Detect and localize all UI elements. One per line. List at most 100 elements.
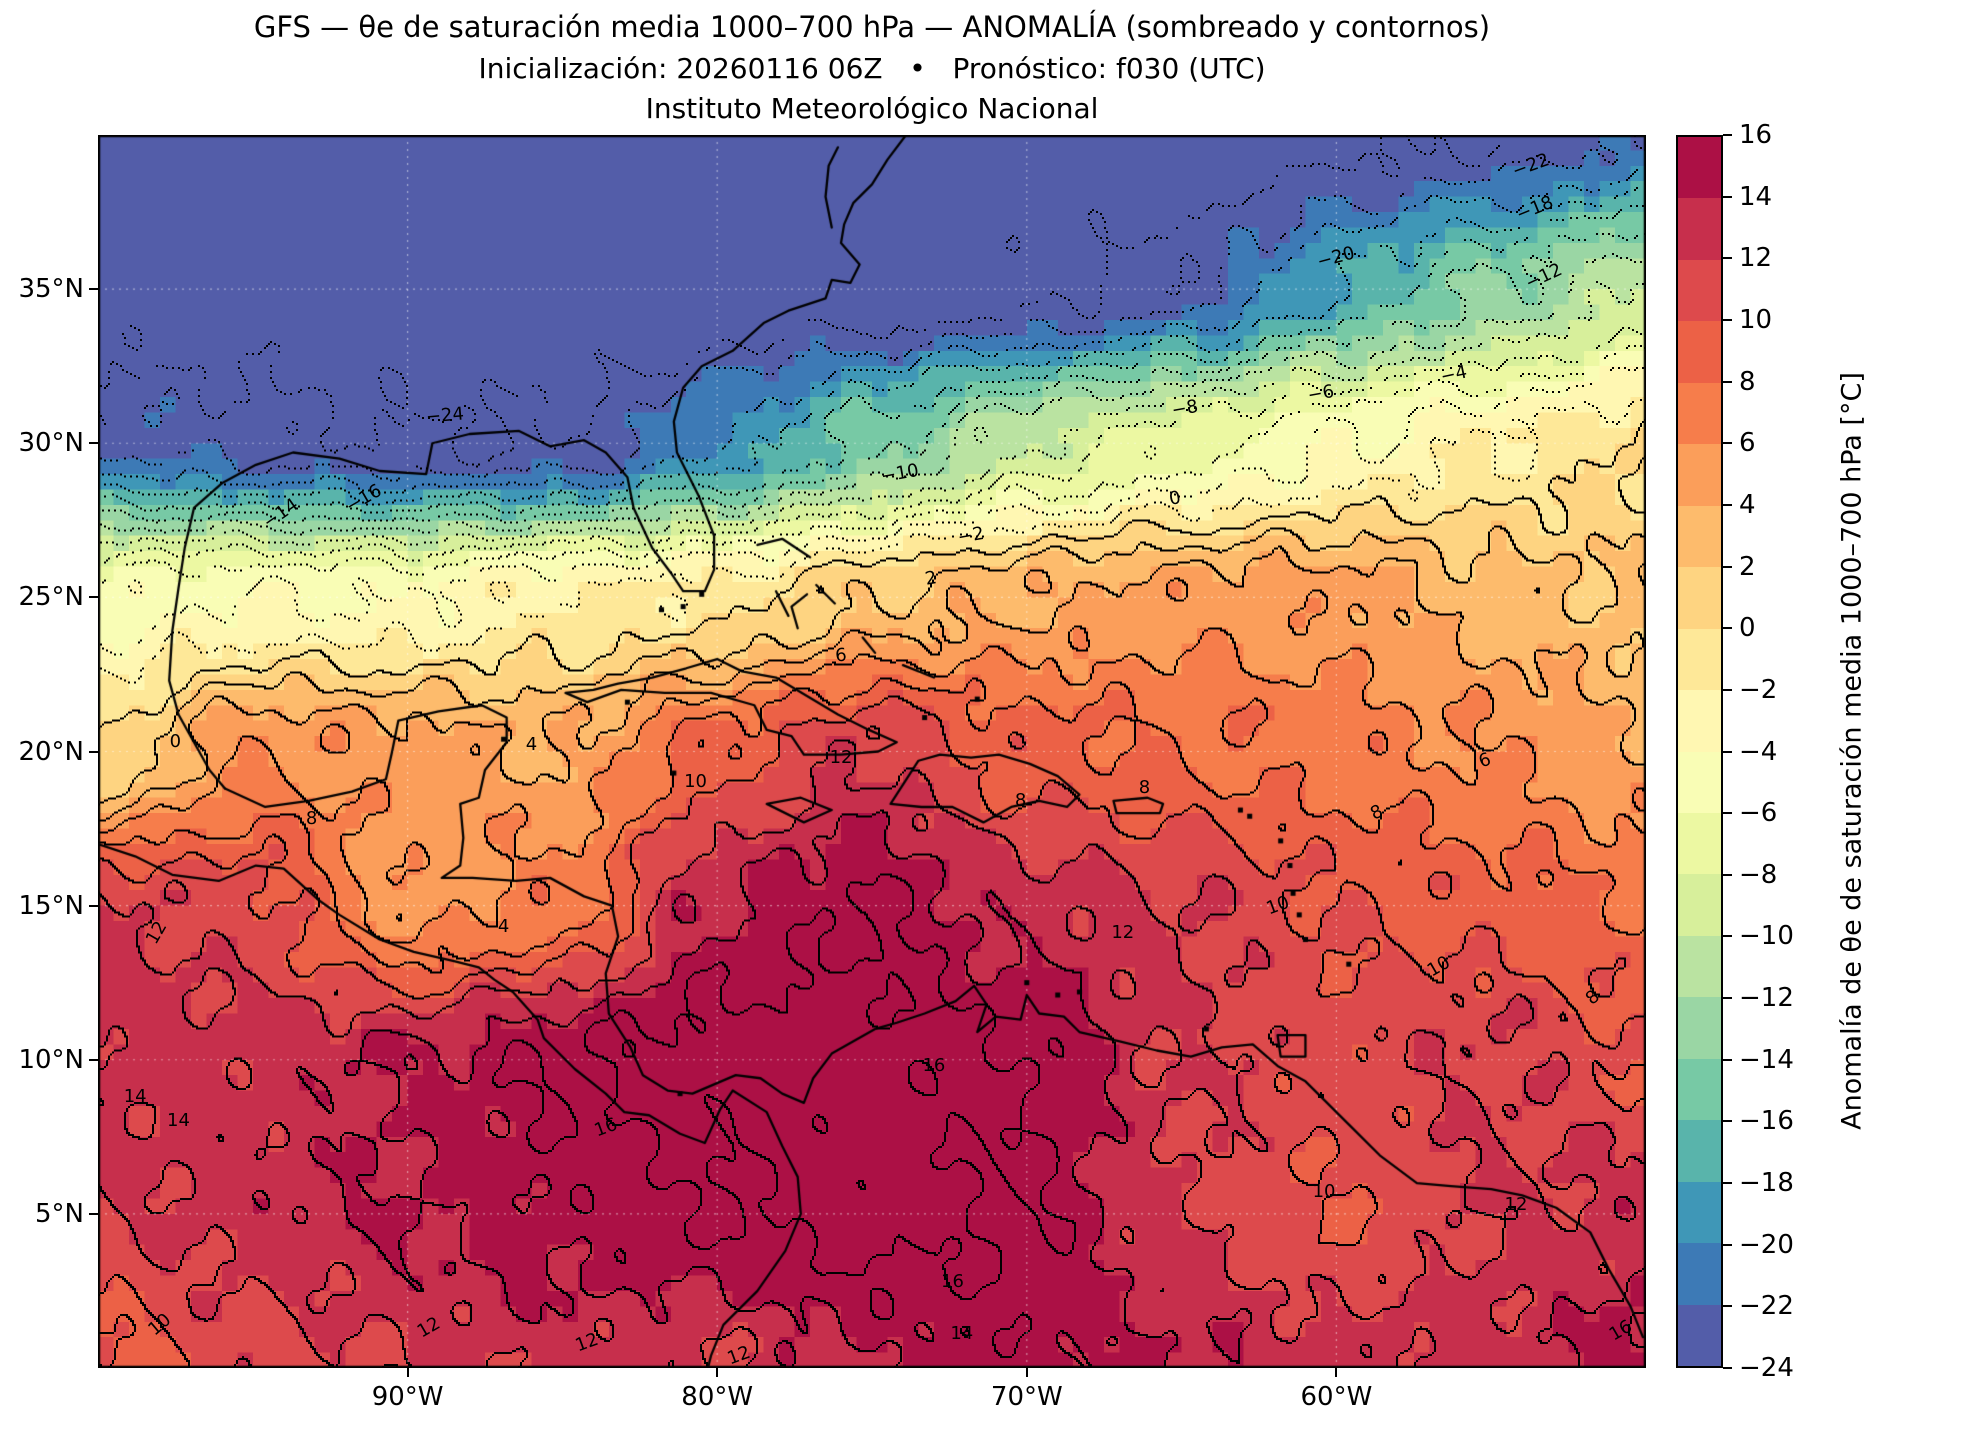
y-axis-tick-label: 35°N <box>18 274 84 305</box>
colorbar-segment <box>1678 259 1721 322</box>
colorbar-segment <box>1678 321 1721 383</box>
colorbar-segment <box>1678 444 1721 506</box>
colorbar-tick-label: −12 <box>1739 983 1794 1014</box>
y-axis-tick-mark <box>89 1212 98 1215</box>
colorbar-tick-label: 2 <box>1739 551 1756 582</box>
colorbar-tick-mark <box>1723 134 1732 136</box>
colorbar-segment <box>1678 812 1721 875</box>
contour-label: −8 <box>1169 396 1200 422</box>
map-plot: −22 −18 −20 −12 −4 −6 −8 −10 −24 −16 −14 0 −2 2 6 4 0 8 12… <box>18 135 1646 1412</box>
colorbar-tick-mark <box>1723 195 1732 198</box>
x-axis-tick-mark <box>1025 1368 1028 1377</box>
colorbar-tick-mark <box>1723 380 1732 383</box>
colorbar-tick-mark <box>1723 1182 1732 1185</box>
colorbar-segment <box>1678 137 1721 199</box>
contour-label: 6 <box>834 644 848 667</box>
colorbar-tick-label: −4 <box>1739 736 1778 767</box>
contour-label: 0 <box>169 731 182 753</box>
y-axis-tick-label: 10°N <box>18 1044 84 1075</box>
contour-label: −2 <box>956 522 986 548</box>
colorbar-segment <box>1678 935 1721 998</box>
colorbar-tick-mark <box>1723 503 1732 506</box>
colorbar-segment <box>1678 382 1721 445</box>
colorbar-tick-mark <box>1723 935 1732 938</box>
y-axis-tick-label: 25°N <box>18 582 84 613</box>
contour-label: 12 <box>1111 922 1135 944</box>
x-axis-tick-label: 70°W <box>990 1382 1063 1412</box>
contour-label: 14 <box>167 1110 190 1132</box>
colorbar-tick-mark <box>1723 1367 1732 1369</box>
colorbar-segment <box>1678 198 1721 260</box>
colorbar-tick-label: 8 <box>1739 366 1756 397</box>
y-axis-tick-mark <box>89 1058 98 1061</box>
y-axis-tick-label: 20°N <box>18 736 84 767</box>
colorbar-tick-mark <box>1723 812 1732 815</box>
colorbar-segment <box>1678 751 1721 813</box>
contour-label: 12 <box>829 746 853 768</box>
colorbar-tick-mark <box>1723 1120 1732 1123</box>
figure-titles: GFS — θe de saturación media 1000–700 hP… <box>98 10 1646 125</box>
colorbar-tick-mark <box>1723 257 1732 260</box>
colorbar-tick-mark <box>1723 627 1732 630</box>
colorbar-tick-label: −18 <box>1739 1168 1794 1199</box>
y-axis-tick-mark <box>89 596 98 599</box>
colorbar-tick-label: 12 <box>1739 243 1773 274</box>
chart-title: GFS — θe de saturación media 1000–700 hP… <box>253 10 1491 44</box>
contour-label: 16 <box>941 1270 964 1292</box>
colorbar-tick-label: −6 <box>1739 798 1778 829</box>
contour-label: 8 <box>1014 789 1027 811</box>
colorbar-label: Anomalía de θe de saturación media 1000–… <box>1836 372 1868 1130</box>
y-axis-tick-label: 15°N <box>18 890 84 921</box>
x-axis-tick-label: 90°W <box>371 1382 444 1412</box>
colorbar-tick-mark <box>1723 1305 1732 1308</box>
colorbar-tick-label: −8 <box>1739 859 1778 890</box>
colorbar-tick-mark <box>1723 442 1732 445</box>
colorbar-tick-label: −22 <box>1739 1291 1794 1322</box>
colorbar-segment <box>1678 1058 1721 1121</box>
x-axis-tick-label: 80°W <box>681 1382 754 1412</box>
colorbar-tick-label: −24 <box>1739 1353 1794 1383</box>
x-axis-tick-mark <box>716 1368 719 1377</box>
contour-label: −24 <box>424 402 465 428</box>
y-axis-tick-label: 5°N <box>35 1198 84 1229</box>
chart-institution: Instituto Meteorológico Nacional <box>645 92 1099 125</box>
colorbar-tick-label: −2 <box>1739 674 1778 705</box>
y-axis-tick-mark <box>89 750 98 753</box>
colorbar-tick-mark <box>1723 997 1732 1000</box>
colorbar-tick-mark <box>1723 318 1732 321</box>
colorbar-tick-mark <box>1723 873 1732 876</box>
colorbar-segment <box>1678 505 1721 568</box>
colorbar-tick-mark <box>1723 1058 1732 1061</box>
contour-label: 8 <box>1138 777 1151 799</box>
colorbar-tick-label: 0 <box>1739 613 1756 644</box>
colorbar-tick-mark <box>1723 688 1732 691</box>
y-axis-tick-mark <box>89 288 98 291</box>
contour-label: 16 <box>922 1054 946 1076</box>
contour-label: 4 <box>525 734 538 756</box>
colorbar-segment <box>1678 997 1721 1059</box>
contour-label: 10 <box>684 771 707 793</box>
contour-label: 12 <box>1504 1193 1528 1215</box>
colorbar-segment <box>1678 1181 1721 1244</box>
colorbar-segment <box>1678 1304 1721 1367</box>
colorbar-tick-label: 10 <box>1739 304 1773 335</box>
y-axis-tick-mark <box>89 904 98 907</box>
colorbar-segment <box>1678 628 1721 691</box>
x-axis-tick-label: 60°W <box>1300 1382 1373 1412</box>
contour-label: 14 <box>950 1323 974 1345</box>
colorbar-tick-mark <box>1723 1243 1732 1246</box>
x-axis-tick-mark <box>1335 1368 1338 1377</box>
colorbar-segment <box>1678 690 1721 752</box>
colorbar <box>1676 135 1723 1368</box>
colorbar-tick-label: −20 <box>1739 1229 1794 1260</box>
colorbar-tick-label: 14 <box>1739 181 1773 212</box>
contour-label: 4 <box>497 916 510 938</box>
coastline-canvas <box>98 135 1646 1368</box>
colorbar-tick-label: 4 <box>1739 489 1756 520</box>
y-axis-tick-mark <box>89 442 98 445</box>
colorbar-tick-mark <box>1723 565 1732 568</box>
y-axis-tick-label: 30°N <box>18 428 84 459</box>
colorbar-segment <box>1678 567 1721 629</box>
colorbar-segment <box>1678 1243 1721 1305</box>
